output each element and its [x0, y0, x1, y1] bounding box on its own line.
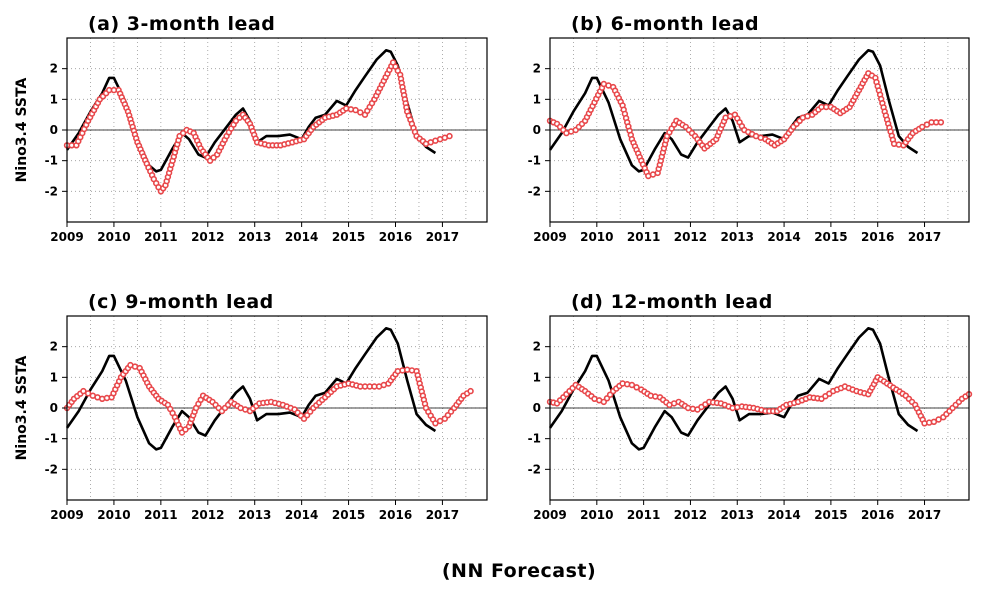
forecast-point: [628, 381, 636, 389]
x-tick-label: 2009: [533, 508, 566, 522]
x-tick-label: 2014: [767, 508, 800, 522]
y-tick-label: -1: [528, 432, 541, 446]
x-tick-label: 2017: [908, 508, 941, 522]
forecast-point: [80, 387, 87, 395]
forecast-point: [84, 390, 92, 397]
x-tick-label: 2014: [285, 508, 318, 522]
x-tick-label: 2016: [861, 230, 894, 244]
x-tick-label: 2009: [533, 230, 566, 244]
y-tick-label: -2: [528, 462, 541, 476]
observed-series-line: [548, 326, 919, 451]
forecast-point: [935, 416, 942, 423]
x-tick-label: 2016: [379, 230, 412, 244]
y-tick-label: 0: [533, 123, 541, 137]
y-tick-label: 0: [50, 123, 58, 137]
y-tick-label: 2: [50, 340, 58, 354]
footer-caption: (NN Forecast): [442, 560, 596, 582]
x-tick-label: 2010: [97, 230, 130, 244]
chart-panel: 2009 2010 2011 2012 2013 2014 2015 2016 2017 -2 -1…: [528, 291, 973, 522]
forecast-point: [467, 387, 474, 395]
x-tick-label: 2013: [238, 230, 271, 244]
panel-title: (a) 3-month lead: [88, 13, 275, 35]
x-tick-label: 2013: [721, 508, 754, 522]
forecast-point: [633, 384, 640, 391]
forecast-point: [937, 119, 945, 126]
x-tick-label: 2013: [238, 508, 271, 522]
observed-series-line: [65, 326, 437, 451]
x-tick-label: 2012: [191, 230, 224, 244]
y-tick-label: 0: [533, 401, 541, 415]
y-tick-label: 2: [533, 62, 541, 76]
chart-panel: 2009 2010 2011 2012 2013 2014 2015 2016 2017 -2 -1…: [14, 13, 488, 244]
chart-panel: 2009 2010 2011 2012 2013 2014 2015 2016 2017 -2 -1…: [528, 13, 970, 244]
chart-panel: 2009 2010 2011 2012 2013 2014 2015 2016 2017 -2 -1…: [14, 291, 488, 522]
y-axis-label: Nino3.4 SSTA: [14, 78, 30, 183]
forecast-point: [436, 417, 444, 425]
y-tick-label: 1: [50, 92, 58, 106]
x-tick-label: 2012: [191, 508, 224, 522]
x-tick-label: 2015: [332, 508, 365, 522]
forecast-point: [357, 109, 364, 116]
observed-series-line: [548, 48, 919, 173]
x-tick-label: 2017: [908, 230, 941, 244]
x-tick-label: 2013: [721, 230, 754, 244]
x-tick-label: 2010: [97, 508, 130, 522]
x-tick-label: 2009: [50, 508, 83, 522]
x-tick-label: 2011: [144, 508, 177, 522]
chart-panels: 2009 2010 2011 2012 2013 2014 2015 2016 2017-2-1…: [14, 13, 973, 522]
y-tick-label: -2: [45, 184, 58, 198]
y-tick-label: 0: [50, 401, 58, 415]
x-tick-label: 2017: [426, 230, 459, 244]
x-tick-label: 2011: [627, 230, 660, 244]
x-tick-label: 2015: [814, 230, 847, 244]
y-tick-label: -2: [45, 462, 58, 476]
forecast-point: [918, 123, 926, 131]
forecast-point: [930, 418, 938, 425]
forecast-series-line: [67, 61, 450, 193]
x-tick-label: 2009: [50, 230, 83, 244]
forecast-point: [432, 420, 439, 427]
x-tick-label: 2016: [379, 508, 412, 522]
y-tick-label: 1: [50, 370, 58, 384]
y-tick-label: -2: [528, 184, 541, 198]
forecast-series-line: [66, 364, 471, 434]
y-tick-label: -1: [528, 154, 541, 168]
x-tick-label: 2011: [144, 230, 177, 244]
panel-title: (d) 12-month lead: [571, 291, 773, 313]
x-tick-label: 2014: [285, 230, 318, 244]
y-axis-label: Nino3.4 SSTA: [14, 356, 30, 461]
y-tick-label: 2: [50, 62, 58, 76]
panel-title: (c) 9-month lead: [88, 291, 274, 313]
x-tick-label: 2010: [580, 230, 613, 244]
y-tick-label: 2: [533, 340, 541, 354]
y-tick-label: -1: [45, 154, 58, 168]
x-tick-label: 2012: [674, 508, 707, 522]
x-tick-label: 2015: [332, 230, 365, 244]
x-tick-label: 2016: [861, 508, 894, 522]
x-tick-label: 2011: [627, 508, 660, 522]
forecast-point: [446, 132, 453, 140]
x-tick-label: 2012: [674, 230, 707, 244]
panel-title: (b) 6-month lead: [571, 13, 759, 35]
x-tick-label: 2017: [426, 508, 459, 522]
y-tick-label: 1: [533, 370, 541, 384]
x-tick-label: 2014: [767, 230, 800, 244]
forecast-point: [352, 106, 359, 114]
x-tick-label: 2015: [814, 508, 847, 522]
y-tick-label: -1: [45, 432, 58, 446]
y-tick-label: 1: [533, 92, 541, 106]
x-tick-label: 2010: [580, 508, 613, 522]
